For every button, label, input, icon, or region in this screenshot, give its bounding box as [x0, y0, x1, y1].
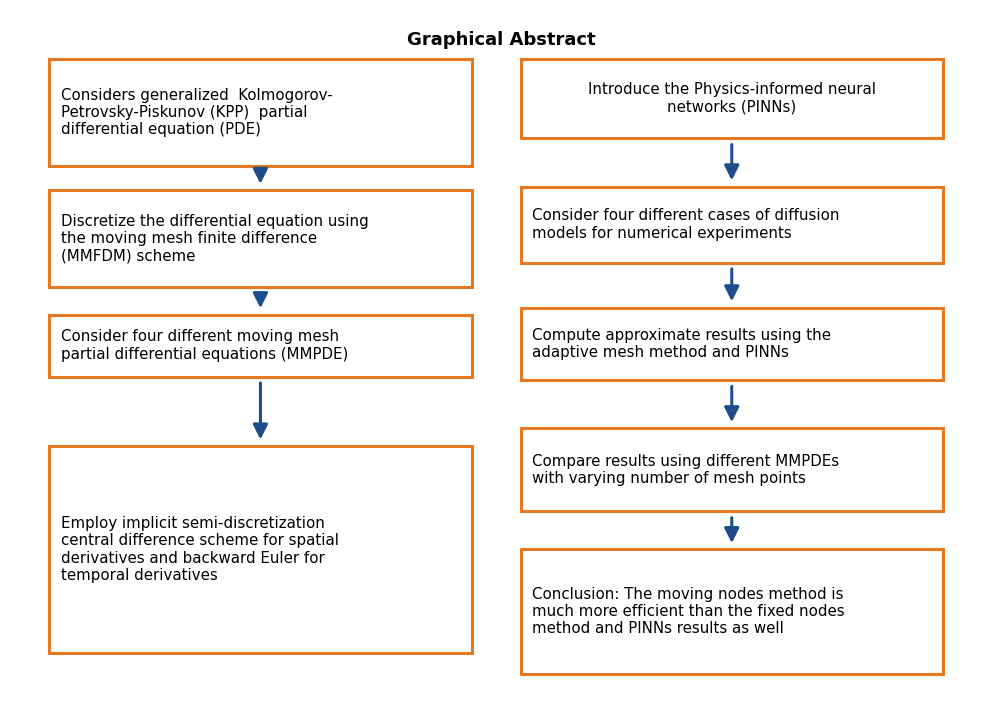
FancyBboxPatch shape [49, 59, 472, 166]
FancyBboxPatch shape [521, 187, 943, 263]
FancyBboxPatch shape [49, 314, 472, 376]
FancyBboxPatch shape [521, 429, 943, 511]
Text: Consider four different moving mesh
partial differential equations (MMPDE): Consider four different moving mesh part… [61, 329, 349, 362]
FancyBboxPatch shape [521, 549, 943, 674]
FancyBboxPatch shape [521, 307, 943, 380]
FancyBboxPatch shape [49, 446, 472, 653]
Text: Graphical Abstract: Graphical Abstract [407, 31, 595, 49]
Text: Compute approximate results using the
adaptive mesh method and PINNs: Compute approximate results using the ad… [532, 328, 832, 360]
Text: Considers generalized  Kolmogorov-
Petrovsky-Piskunov (KPP)  partial
differentia: Considers generalized Kolmogorov- Petrov… [61, 87, 333, 137]
Text: Conclusion: The moving nodes method is
much more efficient than the fixed nodes
: Conclusion: The moving nodes method is m… [532, 587, 845, 637]
Text: Compare results using different MMPDEs
with varying number of mesh points: Compare results using different MMPDEs w… [532, 454, 840, 486]
Text: Consider four different cases of diffusion
models for numerical experiments: Consider four different cases of diffusi… [532, 209, 840, 241]
FancyBboxPatch shape [521, 59, 943, 138]
Text: Introduce the Physics-informed neural
networks (PINNs): Introduce the Physics-informed neural ne… [588, 82, 876, 115]
FancyBboxPatch shape [49, 190, 472, 287]
Text: Employ implicit semi-discretization
central difference scheme for spatial
deriva: Employ implicit semi-discretization cent… [61, 516, 339, 583]
Text: Discretize the differential equation using
the moving mesh finite difference
(MM: Discretize the differential equation usi… [61, 214, 369, 264]
